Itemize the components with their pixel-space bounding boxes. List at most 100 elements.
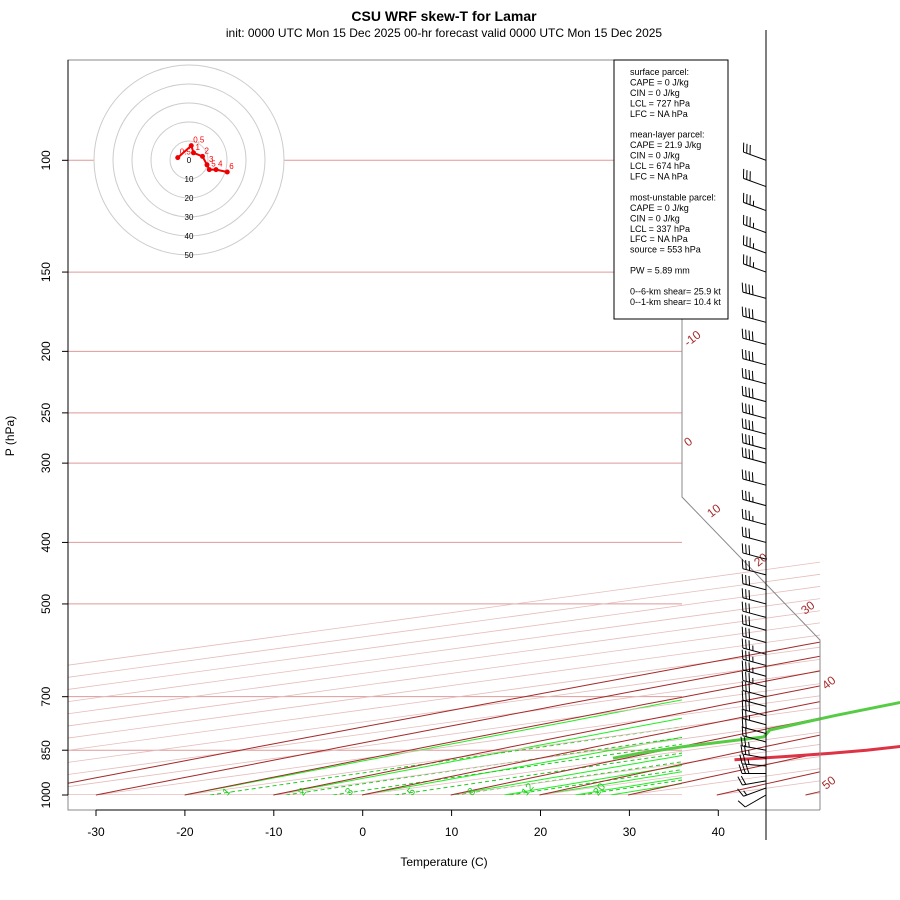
dry-adiabat — [95, 655, 820, 796]
barb-shaft — [742, 699, 767, 707]
dewpoint-profile — [612, 700, 900, 760]
skewt-profiles — [612, 700, 900, 762]
barb-flag — [741, 588, 744, 598]
barb-shaft — [742, 735, 767, 743]
barb-flag — [741, 508, 744, 519]
plot-area — [68, 159, 682, 795]
isotherm-area — [68, 561, 820, 796]
barb-flag — [741, 433, 744, 443]
parcel-info-line: CAPE = 0 J/kg — [630, 203, 689, 213]
barb-shaft — [742, 535, 767, 543]
moist-adiabat — [361, 736, 682, 795]
barb-shaft — [743, 177, 767, 188]
barb-flag — [741, 526, 744, 537]
barb-shaft — [742, 679, 767, 688]
barb-shaft — [743, 263, 767, 273]
barb-flag — [741, 574, 744, 584]
barb-flag — [748, 308, 751, 318]
parcel-info-line: surface parcel: — [630, 67, 689, 77]
y-tick-label: 100 — [39, 150, 53, 170]
hodograph-point-label: 0.5 — [180, 148, 192, 157]
barb-shaft — [742, 623, 767, 631]
barb-flag — [745, 350, 747, 360]
barb-shaft — [743, 201, 767, 212]
dry-adiabat — [716, 771, 820, 796]
y-tick-label: 850 — [39, 740, 53, 760]
hodograph-point-label: 0.5 — [193, 136, 205, 145]
hodograph-point — [213, 167, 219, 173]
barb-shaft — [742, 552, 767, 560]
barb-flag — [745, 434, 747, 444]
barb-flag — [745, 509, 747, 520]
wind-barb — [739, 754, 767, 767]
barb-flag — [748, 672, 751, 683]
isotherm-line — [68, 561, 820, 666]
chart-subtitle: init: 0000 UTC Mon 15 Dec 2025 00-hr for… — [226, 26, 663, 40]
hodograph-point — [188, 143, 194, 149]
hodograph-point-label: 6 — [229, 162, 234, 171]
isotherm-line — [716, 780, 820, 796]
barb-shaft — [742, 647, 767, 655]
x-tick-label: 30 — [623, 825, 637, 839]
wind-barb — [741, 433, 767, 450]
y-axis-label: P (hPa) — [3, 416, 17, 456]
x-tick-label: 10 — [445, 825, 459, 839]
moist-adiabat — [273, 717, 682, 795]
barb-flag — [745, 283, 747, 294]
barb-shaft — [742, 291, 767, 299]
barb-shaft — [742, 709, 767, 717]
barb-flag — [740, 736, 743, 747]
barb-flag — [748, 330, 751, 341]
wind-barb — [741, 559, 767, 576]
wind-barb — [741, 489, 767, 507]
mixing-ratio-line — [509, 769, 682, 795]
isotherm-line — [68, 671, 820, 775]
barb-flag — [745, 307, 747, 318]
barb-flag — [741, 282, 744, 293]
barb-shaft — [744, 794, 767, 808]
barb-shaft — [742, 658, 767, 666]
wind-barb — [741, 660, 767, 677]
parcel-info-line: PW = 5.89 mm — [630, 266, 690, 276]
parcel-info-line: CAPE = 0 J/kg — [630, 77, 689, 87]
barb-shaft — [742, 337, 767, 345]
barb-flag — [751, 388, 754, 399]
dry-adiabat — [184, 670, 820, 796]
parcel-info-line: CAPE = 21.9 J/kg — [630, 140, 701, 150]
barb-flag — [737, 788, 744, 797]
barb-flag — [745, 527, 747, 538]
wind-barb — [741, 626, 767, 643]
barb-shaft — [743, 244, 767, 254]
hodograph-point — [204, 162, 210, 168]
barb-flag — [741, 614, 744, 625]
isotherm-label: 20 — [751, 550, 770, 569]
barb-flag — [741, 306, 744, 317]
wind-barb — [741, 638, 767, 655]
wind-barb — [741, 328, 767, 345]
wind-barb — [738, 764, 766, 775]
wind-barb — [741, 680, 767, 698]
barb-flag — [741, 385, 744, 396]
x-tick-label: 40 — [712, 825, 726, 839]
barb-shaft — [742, 498, 767, 507]
x-tick-label: -20 — [176, 825, 194, 839]
isotherm-line — [68, 610, 820, 715]
hodograph-origin-label: 0 — [187, 156, 192, 165]
barb-flag — [745, 691, 747, 702]
parcel-info-line: most-unstable parcel: — [630, 192, 716, 202]
wind-barb — [742, 168, 767, 188]
barb-flag — [745, 403, 747, 414]
y-tick-label: 200 — [39, 341, 53, 361]
parcel-info-line: CIN = 0 J/kg — [630, 88, 680, 98]
barb-shaft — [742, 780, 767, 786]
parcel-info-line: source = 553 hPa — [630, 245, 701, 255]
barb-flag — [745, 639, 747, 649]
barb-flag — [745, 419, 747, 429]
barb-flag — [748, 528, 751, 539]
barb-flag — [745, 718, 747, 729]
parcel-info-line: LCL = 727 hPa — [630, 98, 690, 108]
moist-adiabat — [184, 699, 682, 795]
barb-shaft — [742, 427, 767, 435]
